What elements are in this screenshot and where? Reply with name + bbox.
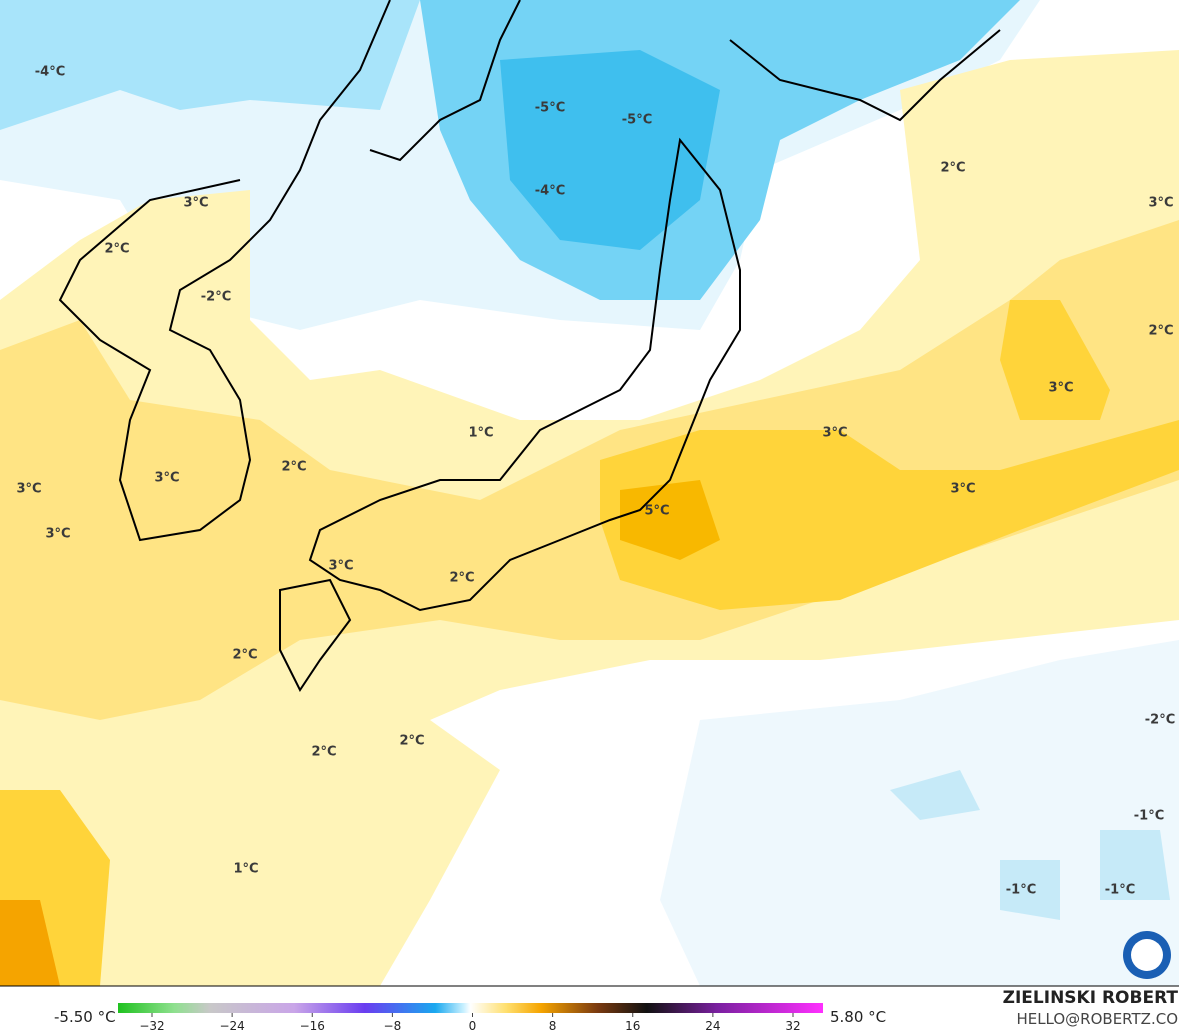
temp-label: -2°C — [1145, 713, 1175, 728]
colorbar-tick-label: 8 — [549, 1019, 557, 1033]
noaa-logo-inner — [1131, 939, 1163, 971]
temp-label: 3°C — [16, 482, 41, 497]
temp-label: 2°C — [281, 460, 306, 475]
colorbar-tick-label: 32 — [785, 1019, 800, 1033]
colorbar-tick-label: −32 — [139, 1019, 164, 1033]
temp-label: 3°C — [183, 196, 208, 211]
temp-label: 3°C — [1148, 196, 1173, 211]
temp-label: 1°C — [468, 426, 493, 441]
colorbar-tick-label: −24 — [219, 1019, 244, 1033]
temp-label: -4°C — [535, 184, 565, 199]
temp-label: -5°C — [535, 101, 565, 116]
temp-label: -4°C — [35, 65, 65, 80]
temp-label: 3°C — [822, 426, 847, 441]
temp-label: 3°C — [1048, 381, 1073, 396]
colorbar-max: 5.80 °C — [830, 1008, 886, 1026]
temp-label: 2°C — [1148, 324, 1173, 339]
temp-label: 3°C — [950, 482, 975, 497]
temp-label: -1°C — [1006, 883, 1036, 898]
coastlines — [58, 0, 1001, 692]
colorbar-min: -5.50 °C — [54, 1008, 116, 1026]
colorbar-tick-label: −8 — [384, 1019, 402, 1033]
temp-label: -2°C — [201, 290, 231, 305]
temp-label: 2°C — [940, 161, 965, 176]
temp-label: 3°C — [154, 471, 179, 486]
temp-label: -1°C — [1105, 883, 1135, 898]
credit-name: ZIELINSKI ROBERT — [1003, 988, 1179, 1008]
map-labels: -4°C -5°C -5°C -4°C 2°C 3°C 3°C 2°C -2°C 2°C 3°C 1°… — [16, 65, 1175, 898]
temp-label: 3°C — [328, 559, 353, 574]
temp-label: 2°C — [232, 648, 257, 663]
credit-email: HELLO@ROBERTZ.CO — [1016, 1010, 1178, 1028]
temp-label: 2°C — [311, 745, 336, 760]
temp-label: 3°C — [45, 527, 70, 542]
colorbar-tick-label: 0 — [469, 1019, 477, 1033]
temp-label: 2°C — [104, 242, 129, 257]
temp-label: -5°C — [622, 113, 652, 128]
temp-label: 2°C — [449, 571, 474, 586]
colorbar-tick-label: −16 — [300, 1019, 325, 1033]
colorbar-tick-label: 16 — [625, 1019, 640, 1033]
temp-label: 2°C — [399, 734, 424, 749]
map-background — [0, 0, 1179, 986]
colorbar-tick-label: 24 — [705, 1019, 720, 1033]
temp-label: 1°C — [233, 862, 258, 877]
temp-label: 5°C — [644, 504, 669, 519]
colorbar — [118, 1003, 823, 1013]
temp-label: -1°C — [1134, 809, 1164, 824]
